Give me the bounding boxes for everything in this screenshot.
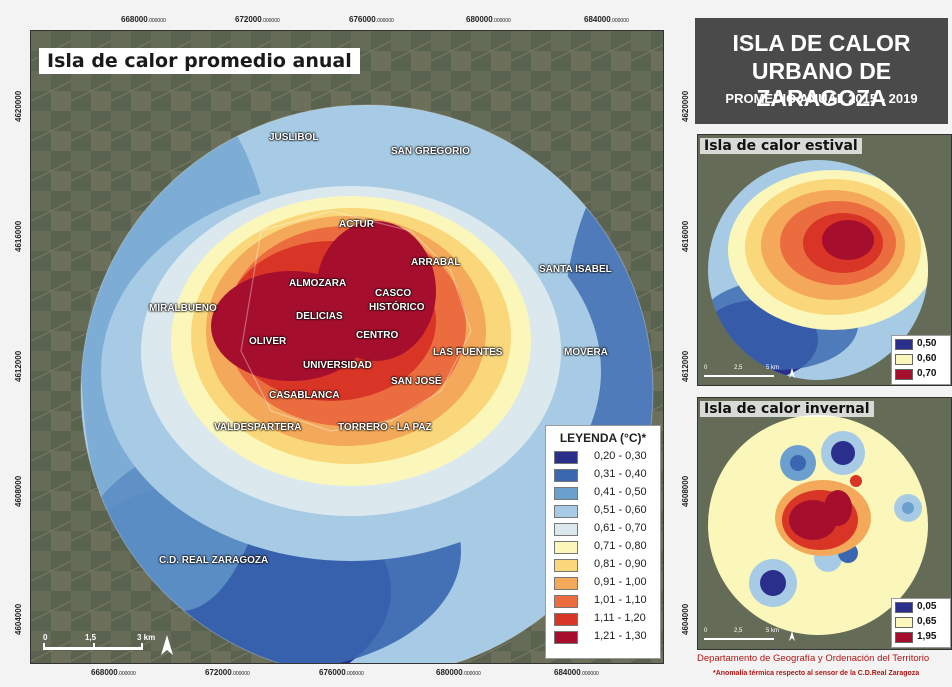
summer-title: Isla de calor estival [700, 138, 862, 154]
legend-title: LEYENDA (°C)* [559, 431, 647, 445]
side-y-coord: 4612000 [681, 350, 690, 382]
winter-title: Isla de calor invernal [700, 401, 874, 417]
x-coord-top-3: 676000.000000 [349, 15, 394, 24]
place-label: VALDESPARTERA [214, 422, 302, 433]
side-y-coord: 4608000 [681, 475, 690, 507]
place-label: OLIVER [249, 336, 287, 347]
place-label: SAN JOSÉ [391, 376, 442, 387]
north-arrow-icon [789, 631, 795, 641]
x-coord-top-4: 680000.000000 [466, 15, 511, 24]
place-label: SAN GREGORIO [391, 146, 470, 157]
x-coord-top-1: 668000.000000 [121, 15, 166, 24]
x-coord-bottom-5: 684000.000000 [554, 668, 599, 677]
x-coord-top-5: 684000.000000 [584, 15, 629, 24]
place-label: ARRABAL [411, 257, 461, 268]
place-label: TORRERO - LA PAZ [338, 422, 432, 433]
legend-item: 0,71 - 0,80 [554, 540, 658, 554]
place-label: CASABLANCA [269, 390, 340, 401]
panel-subtitle: PROMEDIO ANUAL 2015 - 2019 [725, 91, 918, 106]
place-label: LAS FUENTES [433, 347, 503, 358]
place-label: UNIVERSIDAD [303, 360, 372, 371]
legend-item: 1,11 - 1,20 [554, 612, 658, 626]
summer-map[interactable]: Isla de calor estival 0,50 0,60 0,70 0 2… [697, 134, 952, 386]
legend-item: 0,81 - 0,90 [554, 558, 658, 572]
x-coord-bottom-2: 672000.000000 [205, 668, 250, 677]
place-label: ACTUR [339, 219, 374, 230]
x-coord-bottom-4: 680000.000000 [436, 668, 481, 677]
summer-legend: 0,50 0,60 0,70 [891, 335, 951, 385]
legend-item: 1,21 - 1,30 [554, 630, 658, 644]
place-label: CASCO [375, 288, 412, 299]
place-label: DELICIAS [296, 311, 343, 322]
y-coord-left-3: 4612000 [14, 350, 23, 382]
place-label: MOVERA [564, 347, 608, 358]
north-arrow-icon [789, 368, 795, 378]
legend-item: 0,61 - 0,70 [554, 522, 658, 536]
legend-item: 1,01 - 1,10 [554, 594, 658, 608]
band-dark-red-b [316, 221, 436, 361]
footnote: *Anomalía térmica respecto al sensor de … [713, 670, 920, 677]
side-y-coord: 4620000 [681, 90, 690, 122]
summer-scale-bar: 0 2,5 5 km [704, 365, 804, 381]
winter-legend: 0,05 0,65 1,95 [891, 598, 951, 648]
x-coord-top-2: 672000.000000 [235, 15, 280, 24]
legend-item: 0,51 - 0,60 [554, 504, 658, 518]
panel-title-line1: ISLA DE CALOR [732, 30, 911, 56]
place-label: SANTA ISABEL [539, 264, 612, 275]
place-label: C.D. REAL ZARAGOZA [159, 555, 269, 566]
legend-item: 0,41 - 0,50 [554, 486, 658, 500]
place-label: ALMOZARA [289, 278, 347, 289]
x-coord-bottom-3: 676000.000000 [319, 668, 364, 677]
credit-text: Departamento de Geografía y Ordenación d… [697, 653, 930, 664]
side-y-coord: 4616000 [681, 220, 690, 252]
main-map[interactable]: Isla de calor promedio anual JUSLIBOL SA… [30, 30, 664, 664]
place-label: HISTÓRICO [369, 302, 425, 313]
main-map-title: Isla de calor promedio anual [39, 48, 360, 74]
x-coord-bottom-1: 668000.000000 [91, 668, 136, 677]
winter-map[interactable]: Isla de calor invernal 0,05 0,65 1,95 0 … [697, 397, 952, 650]
legend: LEYENDA (°C)* 0,20 - 0,30 0,31 - 0,40 0,… [545, 425, 661, 659]
side-y-coord: 4604000 [681, 603, 690, 635]
scale-bar: 0 1,5 3 km [41, 633, 181, 659]
winter-scale-bar: 0 2,5 5 km [704, 628, 804, 644]
place-label: MIRALBUENO [149, 303, 217, 314]
north-arrow-icon [161, 635, 173, 655]
legend-item: 0,91 - 1,00 [554, 576, 658, 590]
y-coord-left-5: 4604000 [14, 603, 23, 635]
panel-title-line2: URBANO DE ZARAGOZA [751, 58, 892, 111]
place-label: JUSLIBOL [269, 132, 319, 143]
y-coord-left-1: 4620000 [14, 90, 23, 122]
title-panel: ISLA DE CALOR URBANO DE ZARAGOZA PROMEDI… [695, 18, 948, 124]
place-label: CENTRO [356, 330, 399, 341]
y-coord-left-4: 4608000 [14, 475, 23, 507]
legend-item: 0,31 - 0,40 [554, 468, 658, 482]
legend-item: 0,20 - 0,30 [554, 450, 658, 464]
y-coord-left-2: 4616000 [14, 220, 23, 252]
